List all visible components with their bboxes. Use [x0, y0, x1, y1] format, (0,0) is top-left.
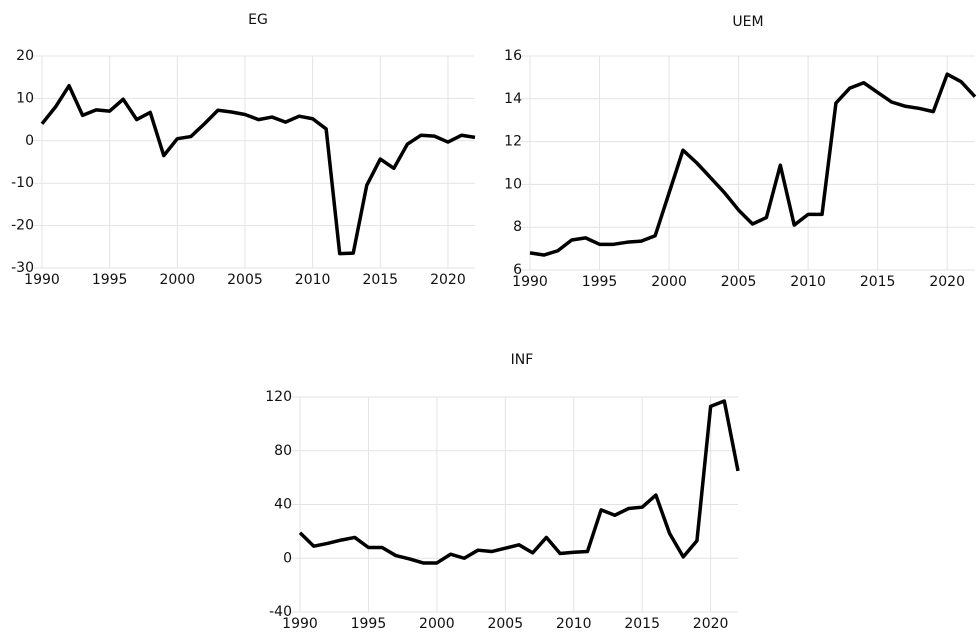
x-tick-label: 2020 [430, 272, 466, 288]
x-tick-label: 1990 [24, 272, 60, 288]
y-tick-label: -10 [11, 175, 34, 191]
x-tick-label: 2010 [790, 274, 826, 290]
x-tick-label: 2010 [556, 616, 592, 632]
x-tick-label: 2000 [419, 616, 455, 632]
x-tick-label: 2000 [159, 272, 195, 288]
y-tick-label: -20 [11, 218, 34, 234]
y-tick-label: 12 [504, 134, 522, 150]
y-tick-label: 80 [274, 443, 292, 459]
x-tick-label: 2020 [929, 274, 965, 290]
chart-title: UEM [732, 14, 763, 30]
y-tick-label: 0 [283, 550, 292, 566]
y-tick-label: 120 [265, 389, 292, 405]
x-tick-label: 1990 [282, 616, 318, 632]
chart: EG -30 -20 -10 0 10 20 1990 1995 2000 2005 2010 2015… [11, 12, 476, 288]
line-series [40, 83, 476, 256]
y-tick-label: 10 [16, 90, 34, 106]
line-series [529, 72, 977, 257]
y-tick-label: 14 [504, 91, 522, 107]
x-tick-label: 2000 [651, 274, 687, 290]
x-tick-label: 1995 [92, 272, 128, 288]
chart-title: EG [248, 12, 268, 28]
y-tick-label: 6 [513, 262, 522, 278]
x-tick-label: 2010 [295, 272, 331, 288]
y-tick-label: 8 [513, 219, 522, 235]
y-tick-label: 20 [16, 48, 34, 64]
y-tick-label: 16 [504, 48, 522, 64]
chart-title: INF [511, 352, 534, 368]
x-tick-label: 1990 [512, 274, 548, 290]
y-tick-label: 40 [274, 497, 292, 513]
x-tick-label: 2005 [721, 274, 757, 290]
y-tick-label: -30 [11, 260, 34, 276]
chart: UEM 6 8 10 12 14 16 1990 1995 2000 2005 2010 2015 202… [504, 14, 977, 290]
x-tick-label: 1995 [582, 274, 618, 290]
y-tick-label: 10 [504, 176, 522, 192]
x-tick-label: 2005 [227, 272, 263, 288]
line-series [298, 399, 740, 565]
x-tick-label: 2015 [624, 616, 660, 632]
y-tick-label: -40 [269, 604, 292, 620]
chart: INF -40 0 40 80 120 1990 1995 2000 2005 2010 2015 20… [265, 352, 740, 632]
x-tick-label: 2015 [362, 272, 398, 288]
y-tick-label: 0 [25, 133, 34, 149]
x-tick-label: 2005 [487, 616, 523, 632]
x-tick-label: 1995 [351, 616, 387, 632]
x-tick-label: 2015 [860, 274, 896, 290]
x-tick-label: 2020 [693, 616, 729, 632]
